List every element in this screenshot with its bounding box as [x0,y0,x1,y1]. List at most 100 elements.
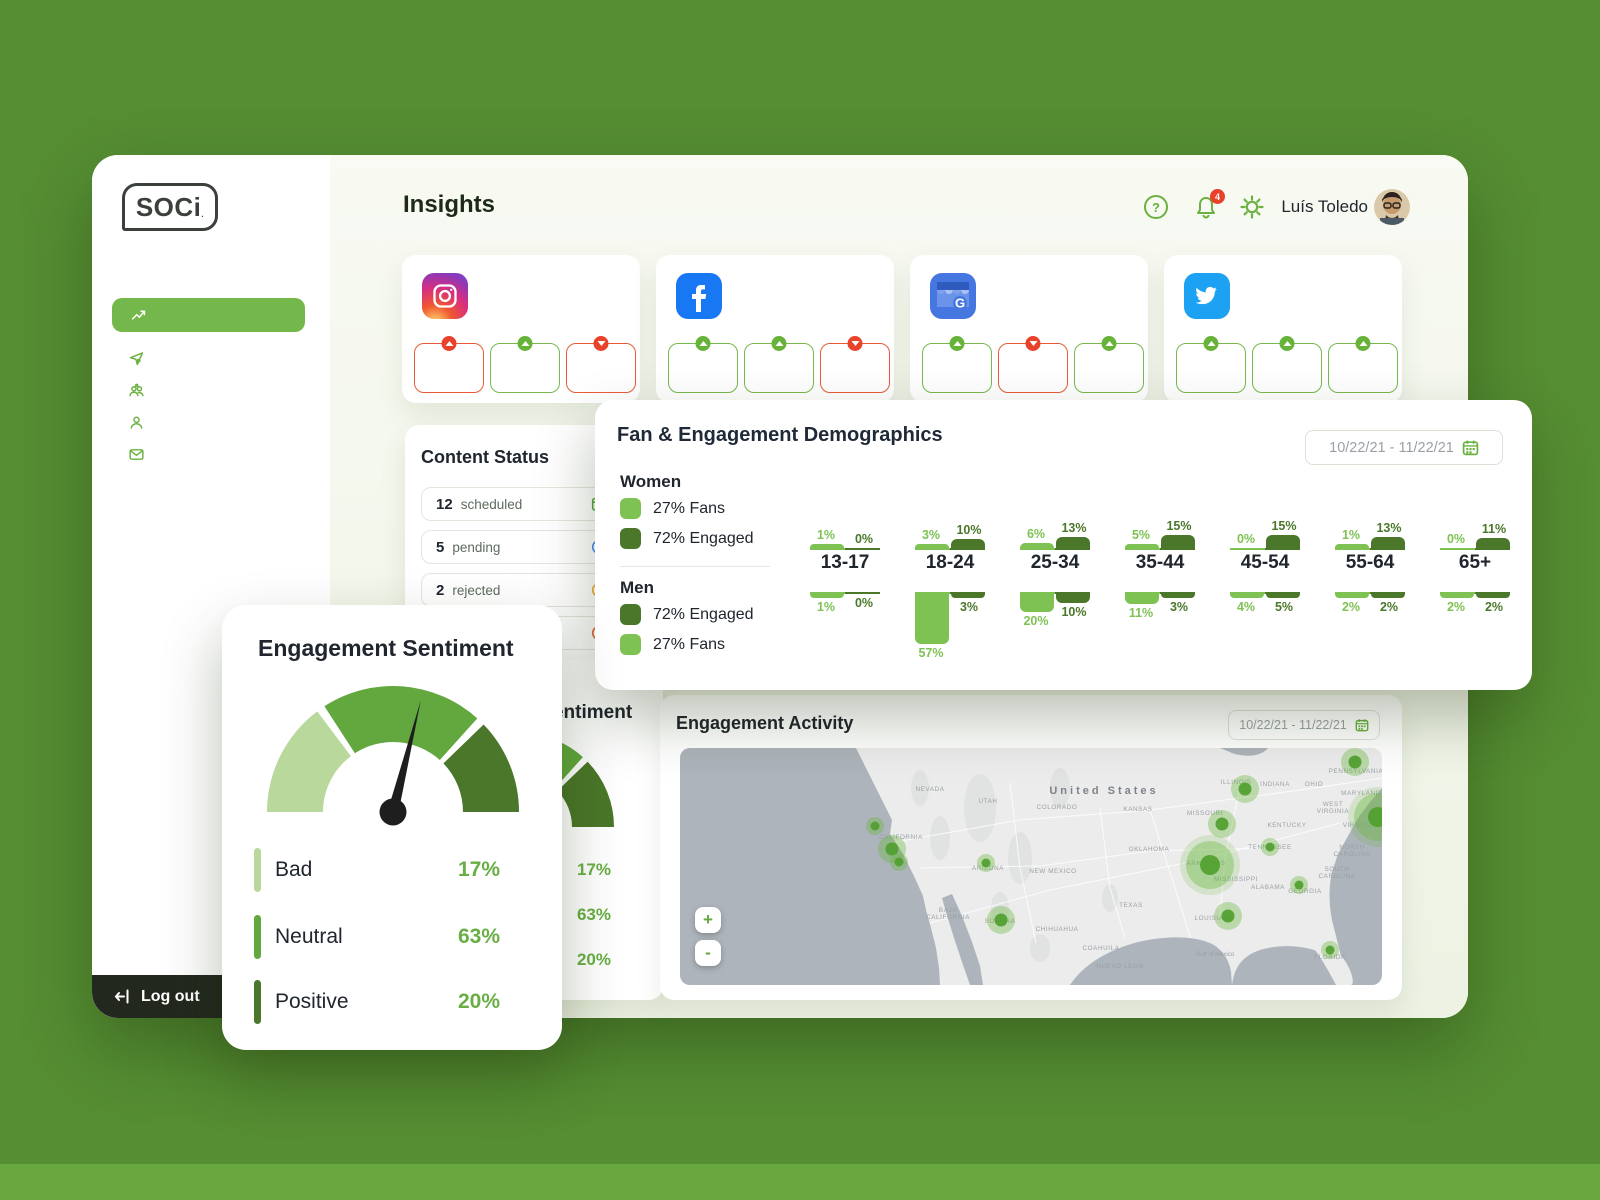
demo-group-45-54: 0% 15% 45-54 4% 5% [1215,490,1315,678]
legend-men-engaged: 72% Engaged [620,604,754,625]
trend-up-icon [1355,336,1371,351]
trend-up-icon [695,336,711,351]
stat-chip-followers[interactable] [998,336,1068,393]
svg-text:MISSISSIPPI: MISSISSIPPI [1214,876,1258,883]
page-title: Insights [403,191,496,218]
sidebar-item-users[interactable] [128,409,159,435]
stat-chip-reach[interactable] [1176,336,1246,393]
trend-down-icon [1025,336,1041,351]
svg-text:KANSAS: KANSAS [1123,806,1152,813]
stat-chip-engaged[interactable] [566,336,636,393]
social-card-instagram[interactable] [402,255,640,403]
svg-text:UTAH: UTAH [978,798,997,805]
social-card-google[interactable]: G [910,255,1148,403]
svg-text:KENTUCKY: KENTUCKY [1267,822,1306,829]
sentiment-swatch [254,848,261,892]
soci-logo[interactable]: SOCi. [122,183,218,231]
trend-up-icon [771,336,787,351]
svg-text:VIRGINIA: VIRGINIA [1343,822,1376,829]
svg-text:TEXAS: TEXAS [1119,902,1143,909]
svg-text:NEVADA: NEVADA [915,786,944,793]
fans-swatch [620,498,641,519]
stat-chip-reach[interactable] [414,336,484,393]
map-zoom-in-button[interactable]: + [695,907,721,933]
stat-chip-reach[interactable] [668,336,738,393]
sentiment-title: Engagement Sentiment [258,635,514,661]
stat-chip-engaged[interactable] [820,336,890,393]
engagement-sentiment-card: Engagement Sentiment Bad 17% Neutral 63%… [222,605,562,1050]
trend-up-icon [1279,336,1295,351]
trend-down-icon [847,336,863,351]
svg-text:ILLINOIS: ILLINOIS [1221,779,1252,786]
trend-up-icon [1101,336,1117,351]
svg-text:OHIO: OHIO [1305,781,1324,788]
engagement-map[interactable]: United States Gulf of Mexico NEVADA UTAH COL… [680,748,1382,985]
demographics-card: Fan & Engagement Demographics 10/22/21 -… [595,400,1532,690]
svg-text:United States: United States [1049,785,1158,797]
activity-date-range: 10/22/21 - 11/22/21 [1239,718,1347,732]
calendar-icon [1462,440,1479,456]
sidebar-item-locations[interactable] [128,345,159,371]
stat-chip-engaged[interactable] [1074,336,1144,393]
demo-group-25-34: 6% 13% 25-34 20% 10% [1005,490,1105,678]
notification-badge: 4 [1210,189,1225,204]
svg-text:?: ? [1152,200,1160,215]
logout-label: Log out [141,987,200,1005]
demo-group-18-24: 3% 10% 18-24 57% 3% [900,490,1000,678]
content-status-title: Content Status [421,447,549,467]
sidebar-item-insights[interactable] [112,298,305,332]
sentiment-swatch [254,915,261,959]
notifications-bell-icon[interactable]: 4 [1192,189,1225,221]
sidebar-item-mass-email[interactable] [128,441,159,467]
demo-group-65+: 0% 11% 65+ 2% 2% [1425,490,1525,678]
user-name[interactable]: Luís Toledo [1281,197,1368,216]
stat-chip-followers[interactable] [1252,336,1322,393]
stat-chip-reach[interactable] [922,336,992,393]
svg-text:INDIANA: INDIANA [1260,781,1290,788]
demographics-title: Fan & Engagement Demographics [617,424,943,446]
svg-text:GEORGIA: GEORGIA [1288,888,1322,895]
social-card-twitter[interactable] [1164,255,1402,403]
svg-text:NUEVO LEON: NUEVO LEON [1096,963,1143,970]
trend-up-icon [1203,336,1219,351]
trend-up-icon [949,336,965,351]
background-band [0,1164,1600,1200]
logo-trademark-dot: . [201,209,205,219]
trend-up-icon [441,336,457,351]
map-zoom-out-button[interactable]: - [695,940,721,966]
svg-text:CHIHUAHUA: CHIHUAHUA [1036,926,1079,933]
sentiment-row-bad: Bad 17% [254,848,530,892]
demographics-date-range-picker[interactable]: 10/22/21 - 11/22/21 [1305,430,1503,465]
activity-date-range-picker[interactable]: 10/22/21 - 11/22/21 [1228,710,1380,740]
google-icon: G [930,273,976,319]
sidebar: SOCi. Log out [92,155,330,1018]
demo-group-55-64: 1% 13% 55-64 2% 2% [1320,490,1420,678]
stat-chip-followers[interactable] [744,336,814,393]
demographics-date-range: 10/22/21 - 11/22/21 [1329,439,1454,456]
stat-chip-engaged[interactable] [1328,336,1398,393]
fans-swatch [620,634,641,655]
svg-text:ARIZONA: ARIZONA [972,865,1004,872]
legend-women-engaged: 72% Engaged [620,528,754,549]
trend-down-icon [593,336,609,351]
engaged-swatch [620,604,641,625]
logo-text: SOCi [135,191,202,222]
legend-men-label: Men [620,578,654,597]
social-card-facebook[interactable] [656,255,894,403]
legend-divider [620,566,770,567]
trend-up-icon [517,336,533,351]
sentiment-row-neutral: Neutral 63% [254,915,530,959]
avatar[interactable] [1374,189,1410,225]
svg-text:COAHUILA: COAHUILA [1083,945,1120,952]
stat-chip-likes[interactable] [490,336,560,393]
sidebar-item-groups[interactable] [128,377,159,403]
demo-group-35-44: 5% 15% 35-44 11% 3% [1110,490,1210,678]
settings-gear-icon[interactable] [1238,193,1266,221]
help-icon[interactable]: ? [1142,193,1170,221]
svg-text:MARYLAND: MARYLAND [1341,790,1381,797]
svg-text:ALABAMA: ALABAMA [1251,884,1285,891]
